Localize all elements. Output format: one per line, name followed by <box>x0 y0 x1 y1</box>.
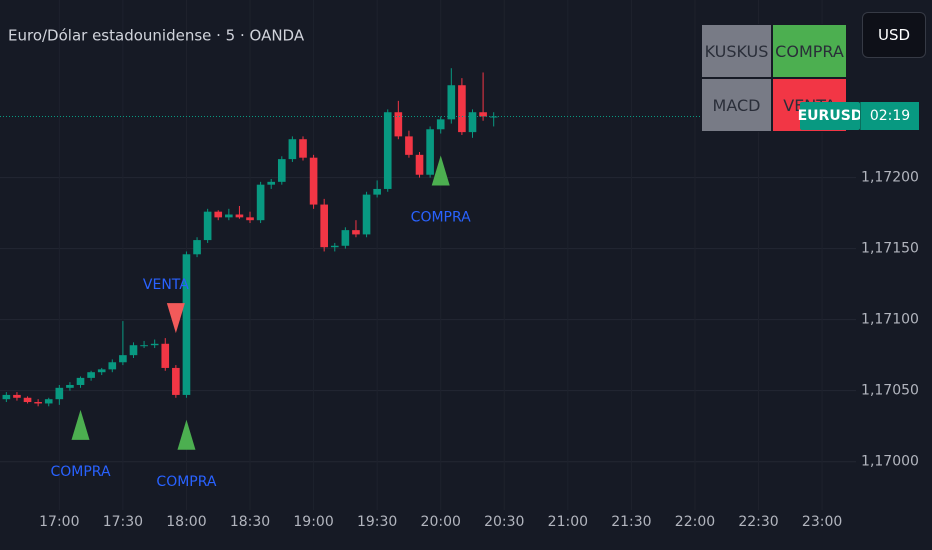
x-tick-label: 17:30 <box>103 514 143 530</box>
candle-body <box>267 181 276 185</box>
y-tick-label: 1,17100 <box>861 312 919 328</box>
candle-body <box>383 112 392 189</box>
candle-body <box>489 116 498 118</box>
candle-body <box>415 154 424 175</box>
candle-body <box>320 204 328 248</box>
candle-body <box>447 85 456 120</box>
signal-label: COMPRA <box>156 474 216 490</box>
candle-body <box>193 240 201 255</box>
candle-body <box>458 85 466 133</box>
x-tick-label: 23:00 <box>802 514 842 530</box>
candle-body <box>182 254 191 395</box>
candle-body <box>479 112 487 117</box>
candle-body <box>129 345 138 356</box>
candle-body <box>87 372 95 378</box>
candle-body <box>362 194 371 235</box>
x-tick-label: 22:30 <box>738 514 778 530</box>
candle-body <box>140 345 148 347</box>
sell-arrow <box>166 303 185 334</box>
x-tick-label: 20:30 <box>484 514 524 530</box>
axes: 1,17000 1,17050 1,17100 1,17150 1,17200 17:00… <box>39 170 919 530</box>
x-tick-label: 22:00 <box>675 514 715 530</box>
candle-body <box>108 362 117 370</box>
candle-body <box>235 214 244 218</box>
candle-body <box>246 217 254 221</box>
candle-body <box>161 343 170 368</box>
candle-body <box>436 119 445 130</box>
x-tick-label: 21:00 <box>548 514 588 530</box>
candle-body <box>2 394 11 400</box>
candle-body <box>97 369 106 373</box>
y-tick-label: 1,17150 <box>861 241 919 257</box>
candle-body <box>225 214 233 218</box>
candle-body <box>277 159 286 182</box>
candle-body <box>405 136 413 155</box>
candle-body <box>373 188 381 195</box>
candle-body <box>309 157 318 205</box>
candle-body <box>203 211 212 241</box>
candle-body <box>352 230 360 235</box>
indicator-signal: COMPRA <box>772 24 847 78</box>
signal-label: COMPRA <box>50 464 110 480</box>
candle-body <box>256 184 265 221</box>
countdown: 02:19 <box>860 102 919 130</box>
candle-body <box>394 112 403 137</box>
candle-body <box>299 139 307 158</box>
x-tick-label: 18:00 <box>166 514 206 530</box>
candle-body <box>55 387 64 400</box>
grid <box>0 177 856 463</box>
plot: COMPRA VENTA COMPRA COMPRA <box>0 68 856 490</box>
x-tick-label: 19:30 <box>357 514 397 530</box>
y-tick-label: 1,17050 <box>861 383 919 399</box>
buy-arrow <box>71 409 90 440</box>
candle-body <box>330 245 339 248</box>
x-tick-label: 21:30 <box>611 514 651 530</box>
x-tick-label: 19:00 <box>293 514 333 530</box>
chart-title: Euro/Dólar estadounidense · 5 · OANDA <box>8 27 305 45</box>
candle-body <box>288 139 297 160</box>
candle-body <box>214 211 223 218</box>
candle-body <box>34 402 42 404</box>
indicator-name: MACD <box>701 78 772 132</box>
candle-body <box>426 129 434 175</box>
y-tick-label: 1,17200 <box>861 170 919 186</box>
y-tick-label: 1,17000 <box>861 454 919 470</box>
candle-body <box>150 343 159 346</box>
buy-arrow <box>177 419 196 450</box>
currency-button[interactable]: USD <box>862 12 926 58</box>
candle-body <box>13 394 21 398</box>
x-tick-label: 20:00 <box>421 514 461 530</box>
candle-body <box>44 399 53 404</box>
signal-label: COMPRA <box>411 210 471 226</box>
indicator-name: KUSKUS <box>701 24 772 78</box>
x-tick-label: 17:00 <box>39 514 79 530</box>
x-tick-label: 18:30 <box>230 514 270 530</box>
candle-body <box>172 367 180 395</box>
candle-body <box>468 112 477 133</box>
buy-arrow <box>431 155 450 186</box>
candle-body <box>119 355 127 363</box>
candle-body <box>66 384 74 388</box>
signal-label: VENTA <box>143 277 189 293</box>
candle-body <box>341 230 350 246</box>
symbol-tag: EURUSD <box>798 102 862 130</box>
candle-body <box>23 397 32 403</box>
candle-body <box>76 377 85 385</box>
